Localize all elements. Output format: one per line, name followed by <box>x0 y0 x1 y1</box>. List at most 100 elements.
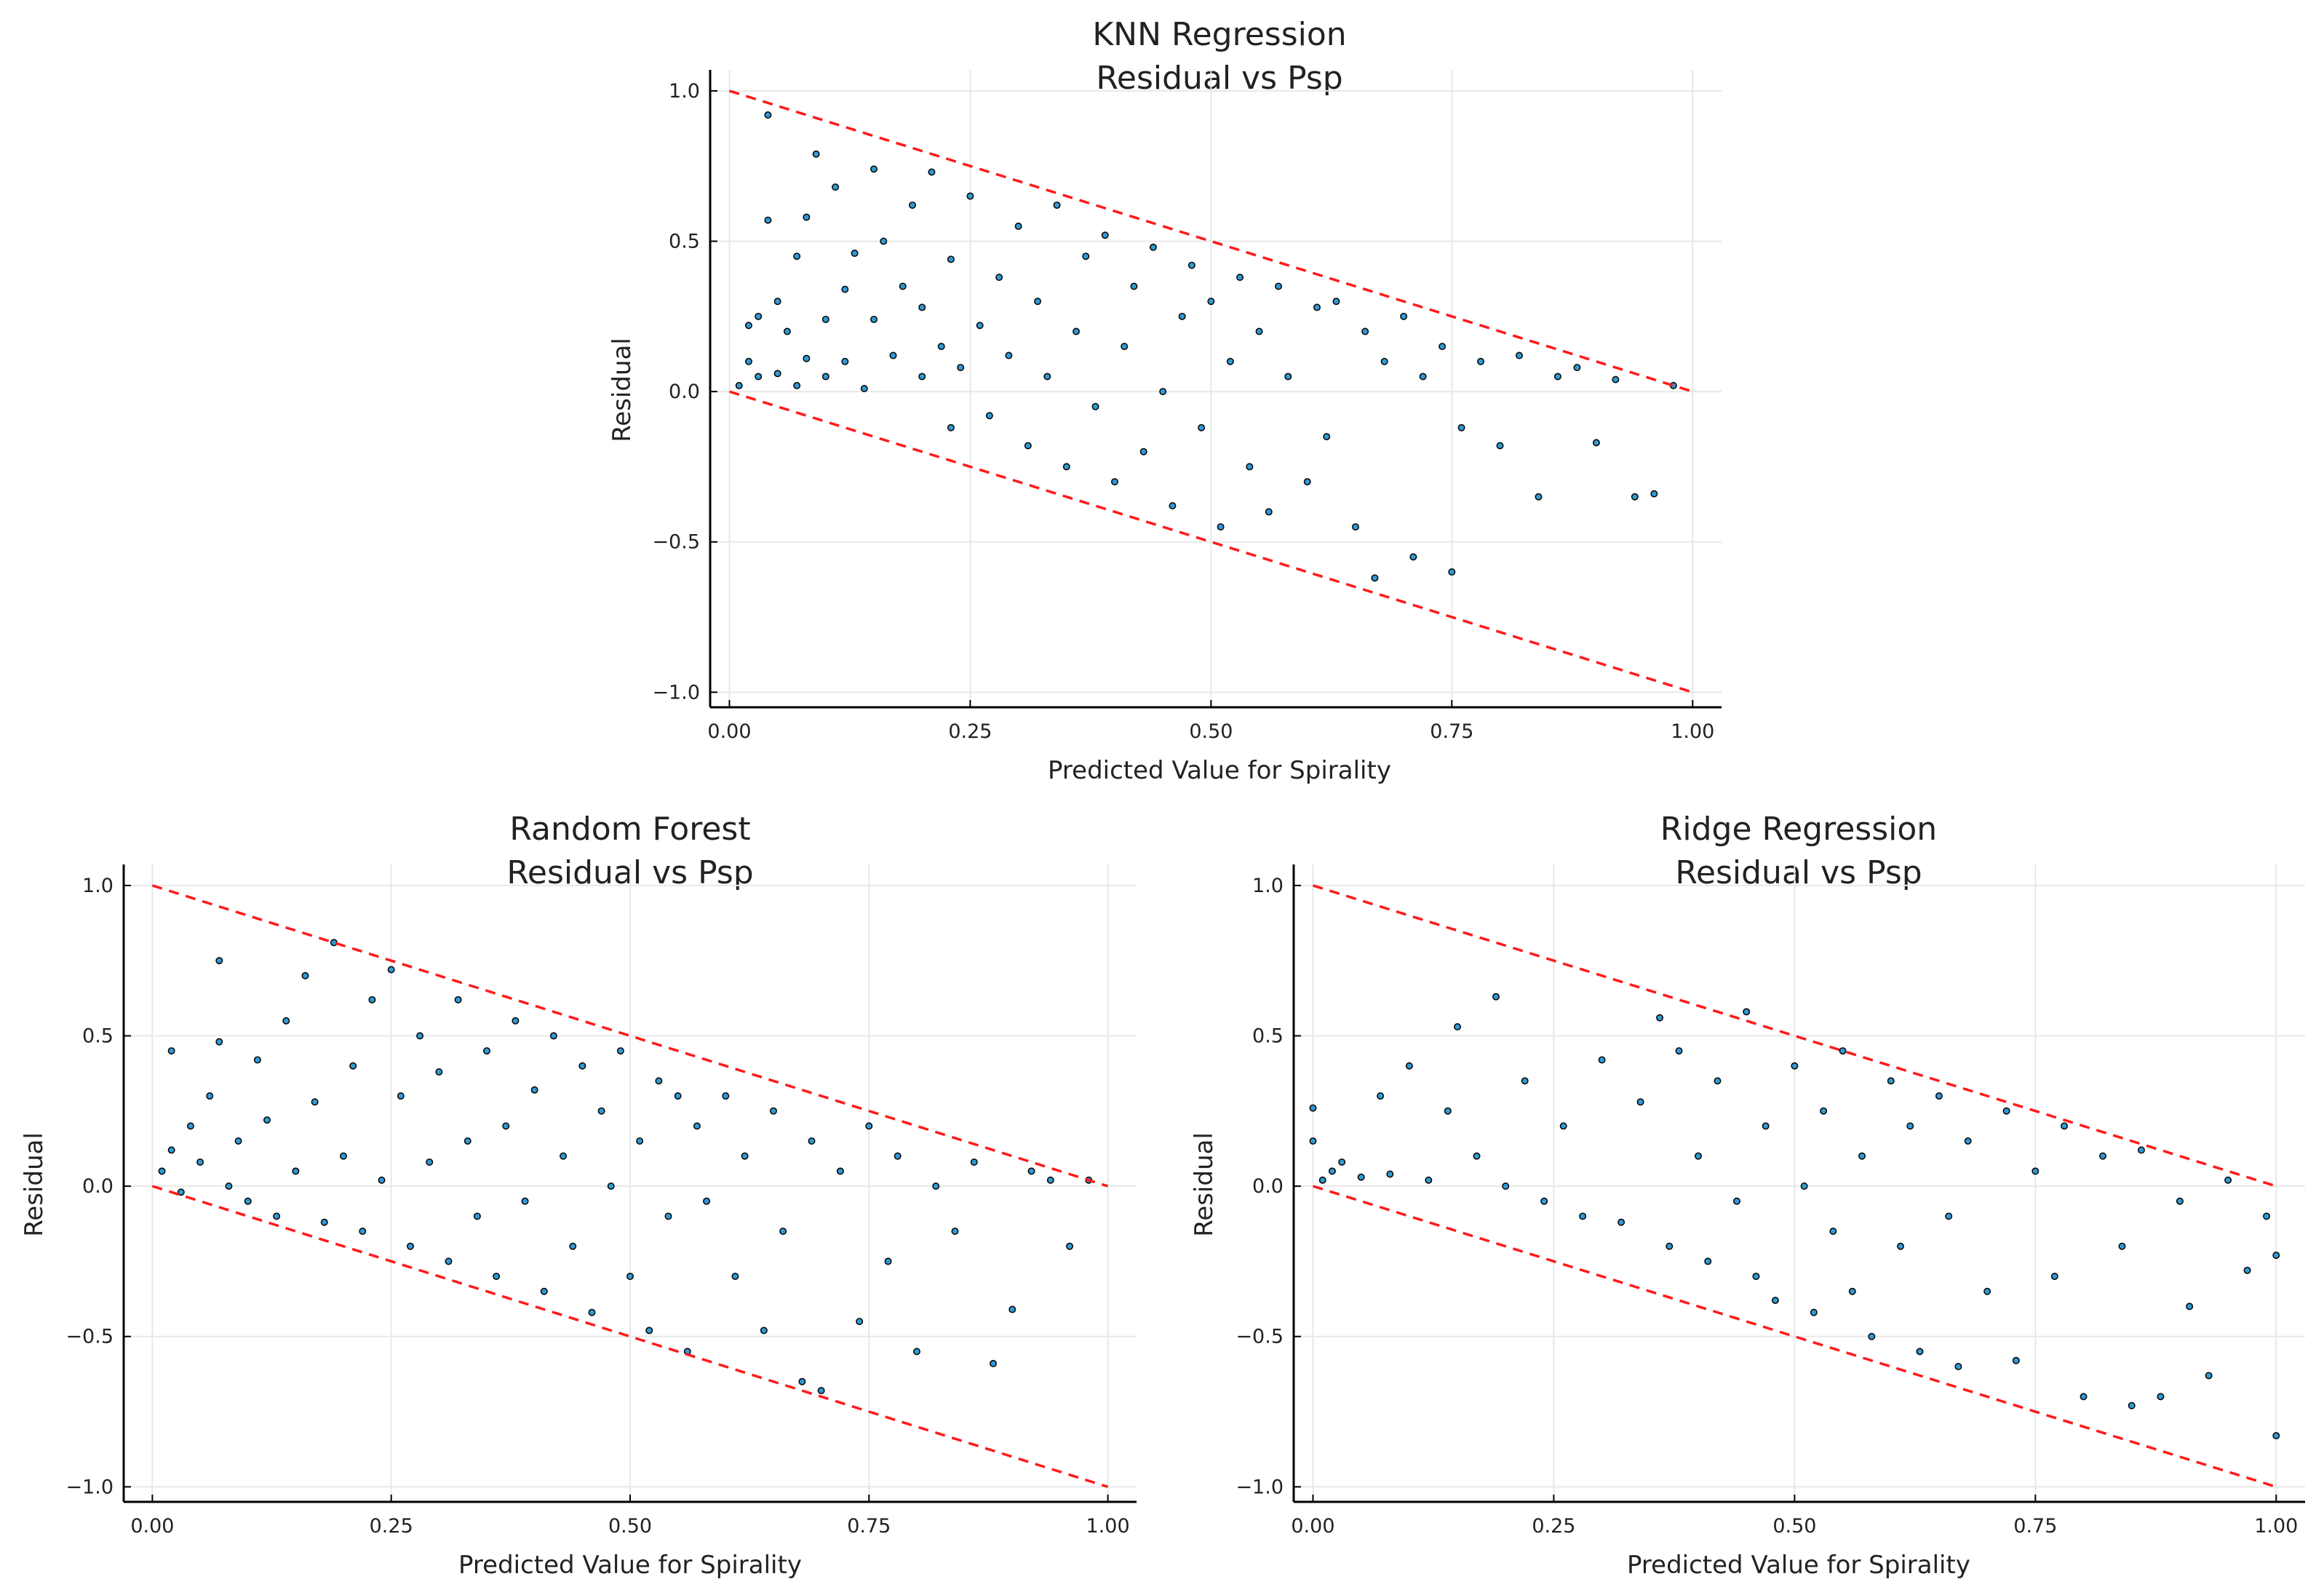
rf-point <box>894 1152 902 1160</box>
knn-point <box>1034 298 1042 306</box>
ridge-point <box>2061 1122 2069 1130</box>
ridge-point <box>1405 1062 1413 1070</box>
knn-point <box>1351 523 1359 531</box>
rf-point <box>549 1032 557 1040</box>
ridge-y-axis-label: Residual <box>1190 1132 1219 1237</box>
knn-point <box>1091 402 1099 410</box>
ridge-point <box>2157 1393 2165 1401</box>
panel-ridge: Ridge Regression Residual vs Psp 0.00 0.2… <box>1190 811 2305 1580</box>
rf-point <box>359 1228 367 1236</box>
ridge-x-tick-label: 1.00 <box>2254 1515 2298 1538</box>
ridge-point <box>2137 1146 2145 1154</box>
rf-point <box>798 1377 806 1385</box>
rf-point <box>225 1182 233 1190</box>
knn-point <box>1419 373 1427 381</box>
knn-point <box>1400 312 1408 320</box>
knn-point <box>783 327 791 335</box>
knn-point <box>889 351 897 359</box>
ridge-point <box>1848 1287 1856 1295</box>
ridge-point <box>2080 1393 2088 1401</box>
ridge-point <box>1492 993 1500 1001</box>
rf-point <box>463 1137 471 1145</box>
rf-point <box>397 1092 405 1100</box>
ridge-point <box>1983 1287 1991 1295</box>
rf-reference-line <box>151 1185 1109 1489</box>
rf-point <box>426 1158 434 1166</box>
ridge-reference-line <box>1312 1185 2277 1489</box>
knn-point <box>1053 201 1061 209</box>
rf-point <box>215 957 223 965</box>
rf-point <box>769 1107 777 1115</box>
rf-x-tick-label: 0.75 <box>847 1515 891 1538</box>
rf-point <box>779 1228 787 1236</box>
rf-y-tick-label: −0.5 <box>65 1326 114 1348</box>
rf-reference-line <box>151 884 1109 1188</box>
rf-point <box>588 1308 596 1316</box>
knn-point <box>1207 298 1215 306</box>
knn-point <box>1043 373 1051 381</box>
rf-point <box>483 1047 491 1055</box>
knn-point <box>860 384 868 392</box>
knn-point <box>957 364 965 372</box>
rf-point <box>951 1228 959 1236</box>
ridge-point <box>2176 1197 2184 1205</box>
knn-point <box>773 298 781 306</box>
knn-point <box>1265 508 1273 516</box>
knn-point <box>870 315 878 323</box>
ridge-x-axis-label: Predicted Value for Spirality <box>1627 1551 1970 1580</box>
knn-point <box>947 255 955 263</box>
ridge-point <box>1868 1332 1876 1340</box>
ridge-point <box>1425 1176 1433 1184</box>
knn-title-line1: KNN Regression <box>1092 16 1346 53</box>
knn-point <box>812 150 820 158</box>
knn-y-tick-label: −0.5 <box>652 531 700 554</box>
knn-point <box>735 381 743 389</box>
knn-point <box>928 168 936 176</box>
knn-reference-line <box>728 390 1693 694</box>
rf-point <box>454 995 462 1003</box>
knn-point <box>755 312 763 320</box>
rf-point <box>693 1122 701 1130</box>
knn-y-tick-label: 0.0 <box>669 381 700 403</box>
ridge-point <box>1521 1077 1529 1085</box>
knn-point <box>773 370 781 378</box>
knn-point <box>1496 442 1504 450</box>
rf-point <box>578 1062 586 1070</box>
ridge-point <box>1714 1077 1722 1085</box>
ridge-point <box>1357 1173 1365 1181</box>
knn-point <box>1553 373 1561 381</box>
rf-point <box>655 1077 663 1085</box>
knn-point <box>1612 375 1620 383</box>
ridge-point <box>1704 1257 1712 1265</box>
rf-point <box>530 1086 538 1094</box>
rf-y-tick-label: 0.0 <box>82 1175 114 1198</box>
rf-y-axis-label: Residual <box>20 1132 49 1237</box>
rf-point <box>607 1182 615 1190</box>
knn-point <box>1438 343 1446 351</box>
rf-point <box>990 1359 998 1367</box>
knn-point <box>1062 463 1070 471</box>
rf-point <box>253 1056 261 1064</box>
rf-point <box>626 1273 634 1281</box>
knn-point <box>1573 364 1581 372</box>
rf-point <box>569 1242 577 1250</box>
knn-point <box>880 237 888 245</box>
rf-point <box>493 1273 501 1281</box>
knn-point <box>841 285 849 293</box>
rf-y-tick-label: 0.5 <box>82 1025 114 1048</box>
ridge-point <box>1906 1122 1914 1130</box>
rf-point <box>196 1158 204 1166</box>
rf-point <box>273 1212 281 1220</box>
ridge-point <box>1810 1308 1818 1316</box>
rf-point <box>645 1326 653 1335</box>
ridge-y-tick-label: 0.0 <box>1252 1175 1284 1198</box>
rf-x-axis-label: Predicted Value for Spirality <box>458 1551 802 1580</box>
knn-point <box>985 412 993 420</box>
knn-point <box>744 322 752 330</box>
rf-point <box>912 1348 920 1356</box>
knn-plot-area: 0.00 0.25 0.50 0.75 1.00 1.0 0.5 0.0 −0.5 −1.0 <box>652 70 1722 743</box>
knn-point <box>1448 568 1456 576</box>
knn-x-axis-label: Predicted Value for Spirality <box>1048 756 1391 785</box>
knn-point <box>744 357 752 365</box>
